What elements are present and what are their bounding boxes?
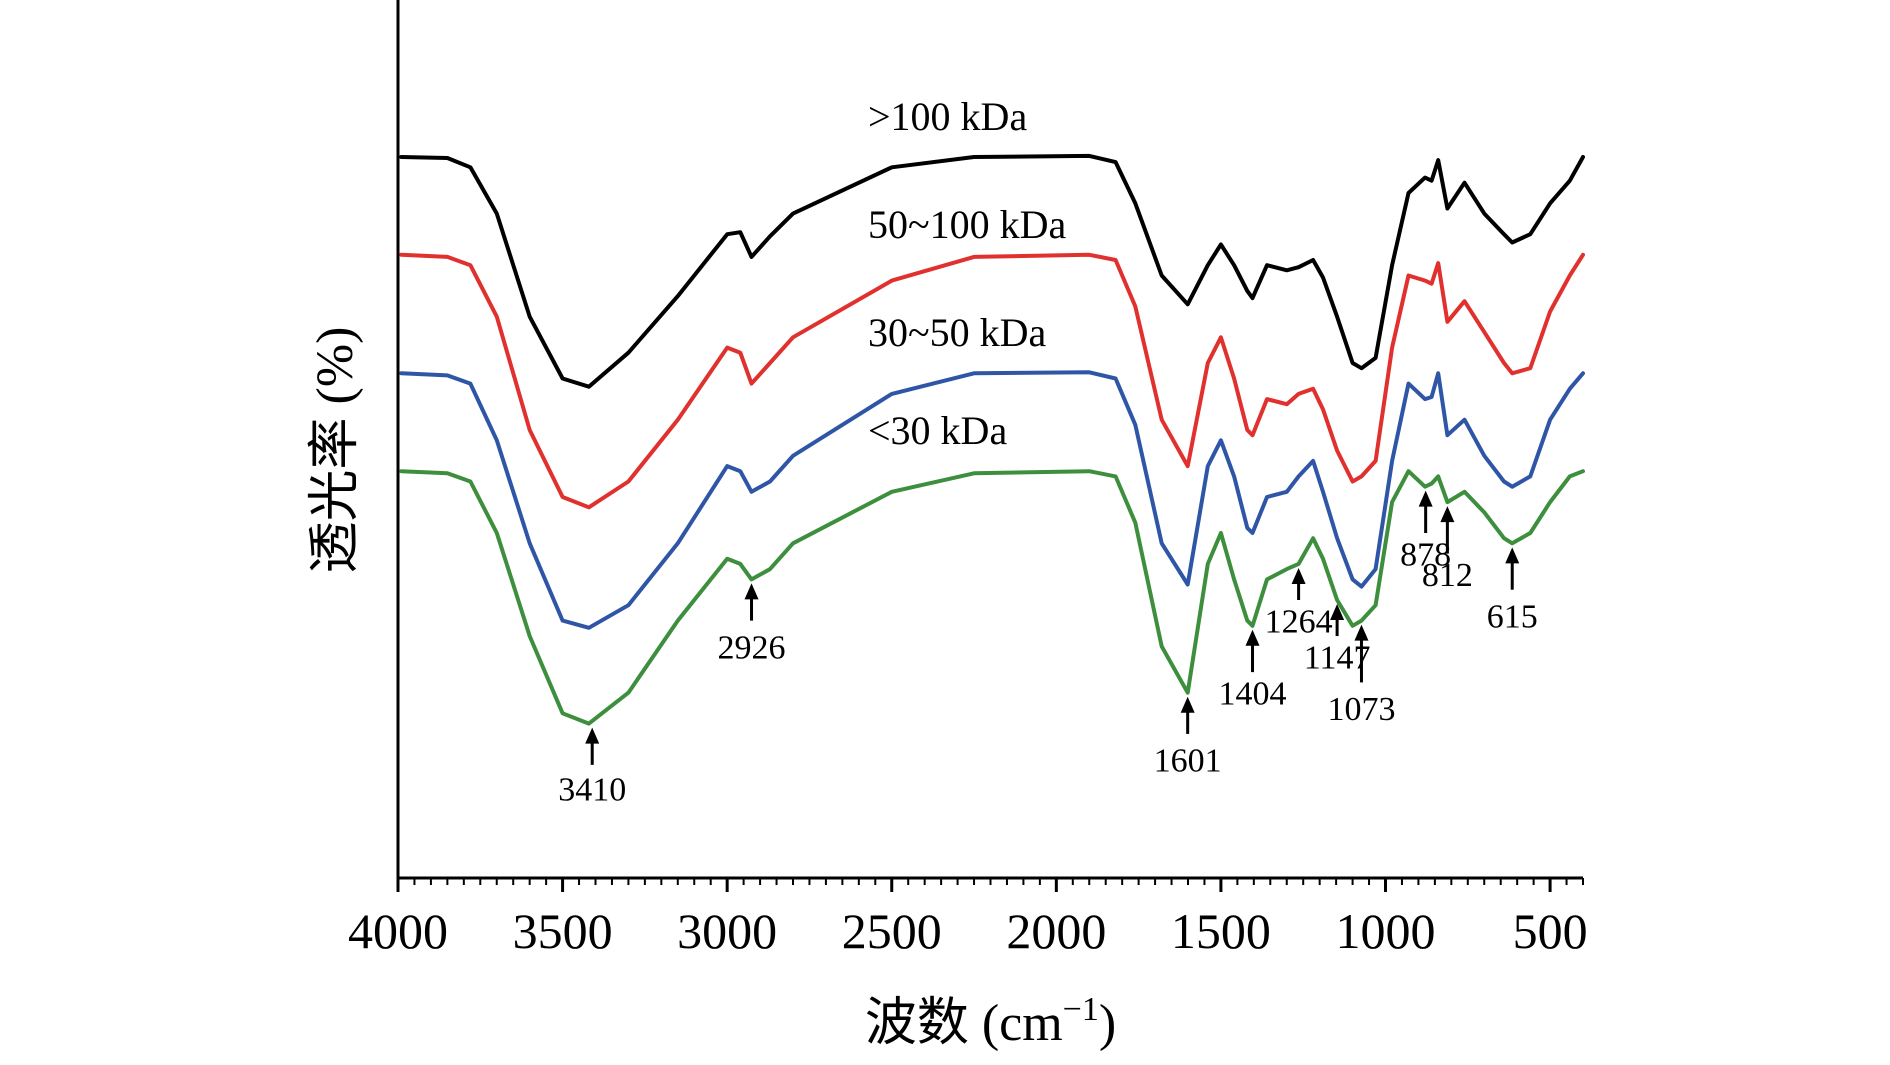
peak-arrow-head <box>1354 624 1369 641</box>
series-label-3: <30 kDa <box>868 408 1007 453</box>
x-axis-title-superscript: −1 <box>1063 991 1099 1028</box>
peak-arrow-head <box>1330 604 1345 620</box>
series-label-0: >100 kDa <box>868 94 1027 139</box>
peak-arrow-head <box>1440 506 1455 523</box>
x-axis-title: 波数 (cm−1) <box>865 991 1116 1052</box>
series-labels: >100 kDa 50~100 kDa 30~50 kDa <30 kDa <box>868 94 1067 453</box>
peak-arrow-head <box>1505 547 1520 564</box>
x-axis-title-text: 波数 (cm <box>865 995 1063 1052</box>
x-tick-label: 2500 <box>842 903 942 959</box>
peak-label: 878 <box>1400 537 1451 574</box>
peak-arrow-head <box>1418 490 1433 507</box>
series-line-0 <box>399 153 1585 389</box>
series-line-3 <box>399 469 1585 726</box>
plot-area: 4000 3500 3000 2500 2000 1500 1000 500 >100 kDa… <box>348 0 1588 959</box>
peak-label: 1147 <box>1304 640 1371 677</box>
x-axis-tick-labels: 4000 3500 3000 2500 2000 1500 1000 500 <box>348 903 1588 959</box>
peak-label: 1404 <box>1219 676 1287 713</box>
peak-label: 3410 <box>558 772 626 809</box>
series-line-1 <box>399 252 1585 510</box>
x-tick-label: 3500 <box>513 903 613 959</box>
peak-label: 812 <box>1422 557 1473 594</box>
series-label-1: 50~100 kDa <box>868 202 1067 247</box>
peak-arrow-head <box>1245 629 1260 646</box>
x-tick-label: 1000 <box>1336 903 1436 959</box>
peak-label: 1264 <box>1265 604 1333 641</box>
spectrum-lines <box>399 153 1585 726</box>
peak-label: 1601 <box>1154 743 1222 780</box>
series-label-2: 30~50 kDa <box>868 310 1047 355</box>
peak-label: 1073 <box>1327 691 1395 728</box>
x-axis-ticks <box>396 878 1584 892</box>
peak-arrow-head <box>1291 567 1306 584</box>
peak-arrow-head <box>1180 696 1195 713</box>
x-axis-title-close: ) <box>1099 995 1116 1052</box>
x-tick-label: 4000 <box>348 903 448 959</box>
x-tick-label: 500 <box>1513 903 1588 959</box>
y-axis-title: 透光率 (%) <box>307 327 364 574</box>
x-tick-label: 1500 <box>1171 903 1271 959</box>
x-tick-label: 2000 <box>1006 903 1106 959</box>
x-tick-label: 3000 <box>677 903 777 959</box>
peak-label: 2926 <box>718 629 786 666</box>
peak-label: 615 <box>1487 598 1538 635</box>
series-line-2 <box>399 370 1585 630</box>
peak-arrow-head <box>744 583 759 600</box>
peak-arrow-head <box>585 727 600 744</box>
